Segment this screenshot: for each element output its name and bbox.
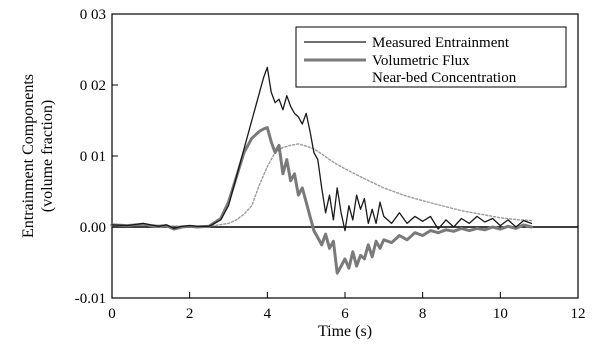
y-axis-label-line-1: Entrainment Components: [20, 74, 37, 238]
series-line-near-bed-concentration: [111, 143, 533, 227]
x-tick-label: 12: [571, 306, 586, 322]
y-tick-label: 0.00: [80, 220, 106, 236]
legend-label-near-bed-concentration: Near-bed Concentration: [372, 70, 517, 86]
x-tick-label: 6: [341, 306, 349, 322]
y-tick-label: 0 02: [80, 78, 106, 94]
x-axis-label: Time (s): [318, 323, 372, 340]
series-line-measured-entrainment: [111, 66, 533, 232]
series-layer: [110, 66, 533, 275]
legend: Measured Entrainment Volumetric Flux Nea…: [295, 26, 567, 88]
y-tick-label: -0.01: [75, 291, 106, 307]
y-tick-label: 0 01: [80, 149, 106, 165]
y-axis-label-line-2: (volume fraction): [39, 100, 56, 212]
x-tick-label: 0: [108, 306, 116, 322]
x-tick-label: 2: [186, 306, 194, 322]
legend-label-volumetric-flux: Volumetric Flux: [372, 53, 470, 69]
series-line-volumetric-flux: [110, 126, 533, 275]
x-tick-label: 8: [419, 306, 427, 322]
legend-label-measured-entrainment: Measured Entrainment: [372, 35, 510, 51]
x-tick-label: 4: [264, 306, 272, 322]
axis-tick-labels: 0 2 4 6 8 10 12 -0.01 0.00 0 01 0 02 0 03: [75, 7, 586, 322]
legend-box: [295, 26, 567, 88]
x-tick-label: 10: [493, 306, 508, 322]
y-tick-label: 0 03: [80, 7, 106, 23]
